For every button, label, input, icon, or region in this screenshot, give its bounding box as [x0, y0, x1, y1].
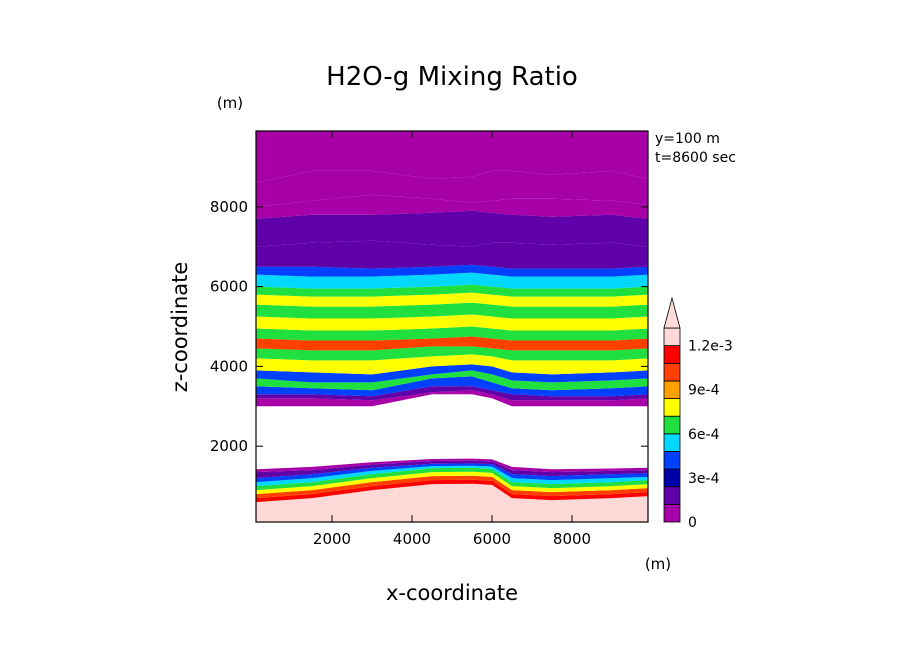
- contour-band-24: [256, 240, 648, 269]
- x-tick-label-3: 8000: [553, 530, 591, 548]
- y-unit-label: (m): [217, 94, 243, 112]
- contour-band-17: [256, 326, 648, 341]
- contour-band-28: [256, 131, 648, 183]
- colorbar-swatch-6: [663, 398, 681, 417]
- contour-band-12: [256, 370, 648, 391]
- colorbar-extend-max: [663, 296, 681, 329]
- contour-band-26: [256, 194, 648, 219]
- contour-band-21: [256, 284, 648, 297]
- contour-band-5: [256, 465, 648, 487]
- contour-band-0: [256, 483, 648, 522]
- annotation-time: t=8600 sec: [655, 150, 736, 166]
- colorbar-swatch-3: [663, 451, 681, 470]
- contour-band-25: [256, 210, 648, 247]
- contour-band-9: [256, 390, 648, 407]
- x-tick-label-0: 2000: [313, 530, 351, 548]
- colorbar-swatch-5: [663, 415, 681, 435]
- chart-title: H2O-g Mixing Ratio: [326, 62, 578, 92]
- contour-band-10: [256, 386, 648, 401]
- x-axis-label: x-coordinate: [386, 581, 518, 605]
- colorbar-tick-label-4: 1.2e-3: [688, 339, 733, 355]
- colorbar-tick-label-1: 3e-4: [688, 471, 720, 487]
- y-tick-label-1: 4000: [210, 357, 248, 375]
- x-tick-label-2: 6000: [473, 530, 511, 548]
- contour-band-19: [256, 302, 648, 319]
- colorbar-tick-label-2: 6e-4: [688, 427, 720, 443]
- contour-band-8: [256, 458, 648, 473]
- colorbar-swatch-2: [663, 468, 681, 488]
- contour-band-15: [256, 346, 648, 361]
- contour-band-6: [256, 463, 648, 483]
- contour-band-14: [256, 354, 648, 375]
- x-tick-label-1: 4000: [393, 530, 431, 548]
- colorbar-tick-label-0: 0: [688, 515, 697, 531]
- contour-band-13: [256, 364, 648, 383]
- contour-band-4: [256, 467, 648, 491]
- contour-band-23: [256, 264, 648, 277]
- contour-band-20: [256, 292, 648, 307]
- contour-band-3: [256, 471, 648, 495]
- colorbar-swatch-10: [663, 327, 681, 347]
- contour-band-2: [256, 475, 648, 499]
- x-unit-label: (m): [645, 555, 671, 573]
- contour-band-27: [256, 170, 648, 207]
- colorbar-swatch-4: [663, 433, 681, 452]
- colorbar-swatch-9: [663, 345, 681, 364]
- annotation-location: y=100 m: [655, 131, 720, 147]
- colorbar-swatch-7: [663, 380, 681, 399]
- contour-band-11: [256, 376, 648, 397]
- colorbar-swatch-0: [663, 503, 681, 523]
- colorbar-tick-label-3: 9e-4: [688, 383, 720, 399]
- axis-ticks: 2000 4000 6000 8000 2000 4000 6000 8000: [210, 131, 648, 548]
- contour-band-1: [256, 479, 648, 503]
- colorbar-legend: 0 3e-4 6e-4 9e-4 1.2e-3: [663, 296, 733, 531]
- plot-frame: [255, 130, 649, 523]
- contour-band-16: [256, 336, 648, 351]
- colorbar-swatch-8: [663, 362, 681, 382]
- y-axis-label: z-coordinate: [168, 262, 192, 393]
- colorbar-swatch-1: [663, 486, 681, 505]
- y-tick-label-3: 8000: [210, 198, 248, 216]
- contour-plot-area: [255, 130, 649, 523]
- y-tick-label-0: 2000: [210, 437, 248, 455]
- contour-band-7: [256, 460, 648, 479]
- y-tick-label-2: 6000: [210, 278, 248, 296]
